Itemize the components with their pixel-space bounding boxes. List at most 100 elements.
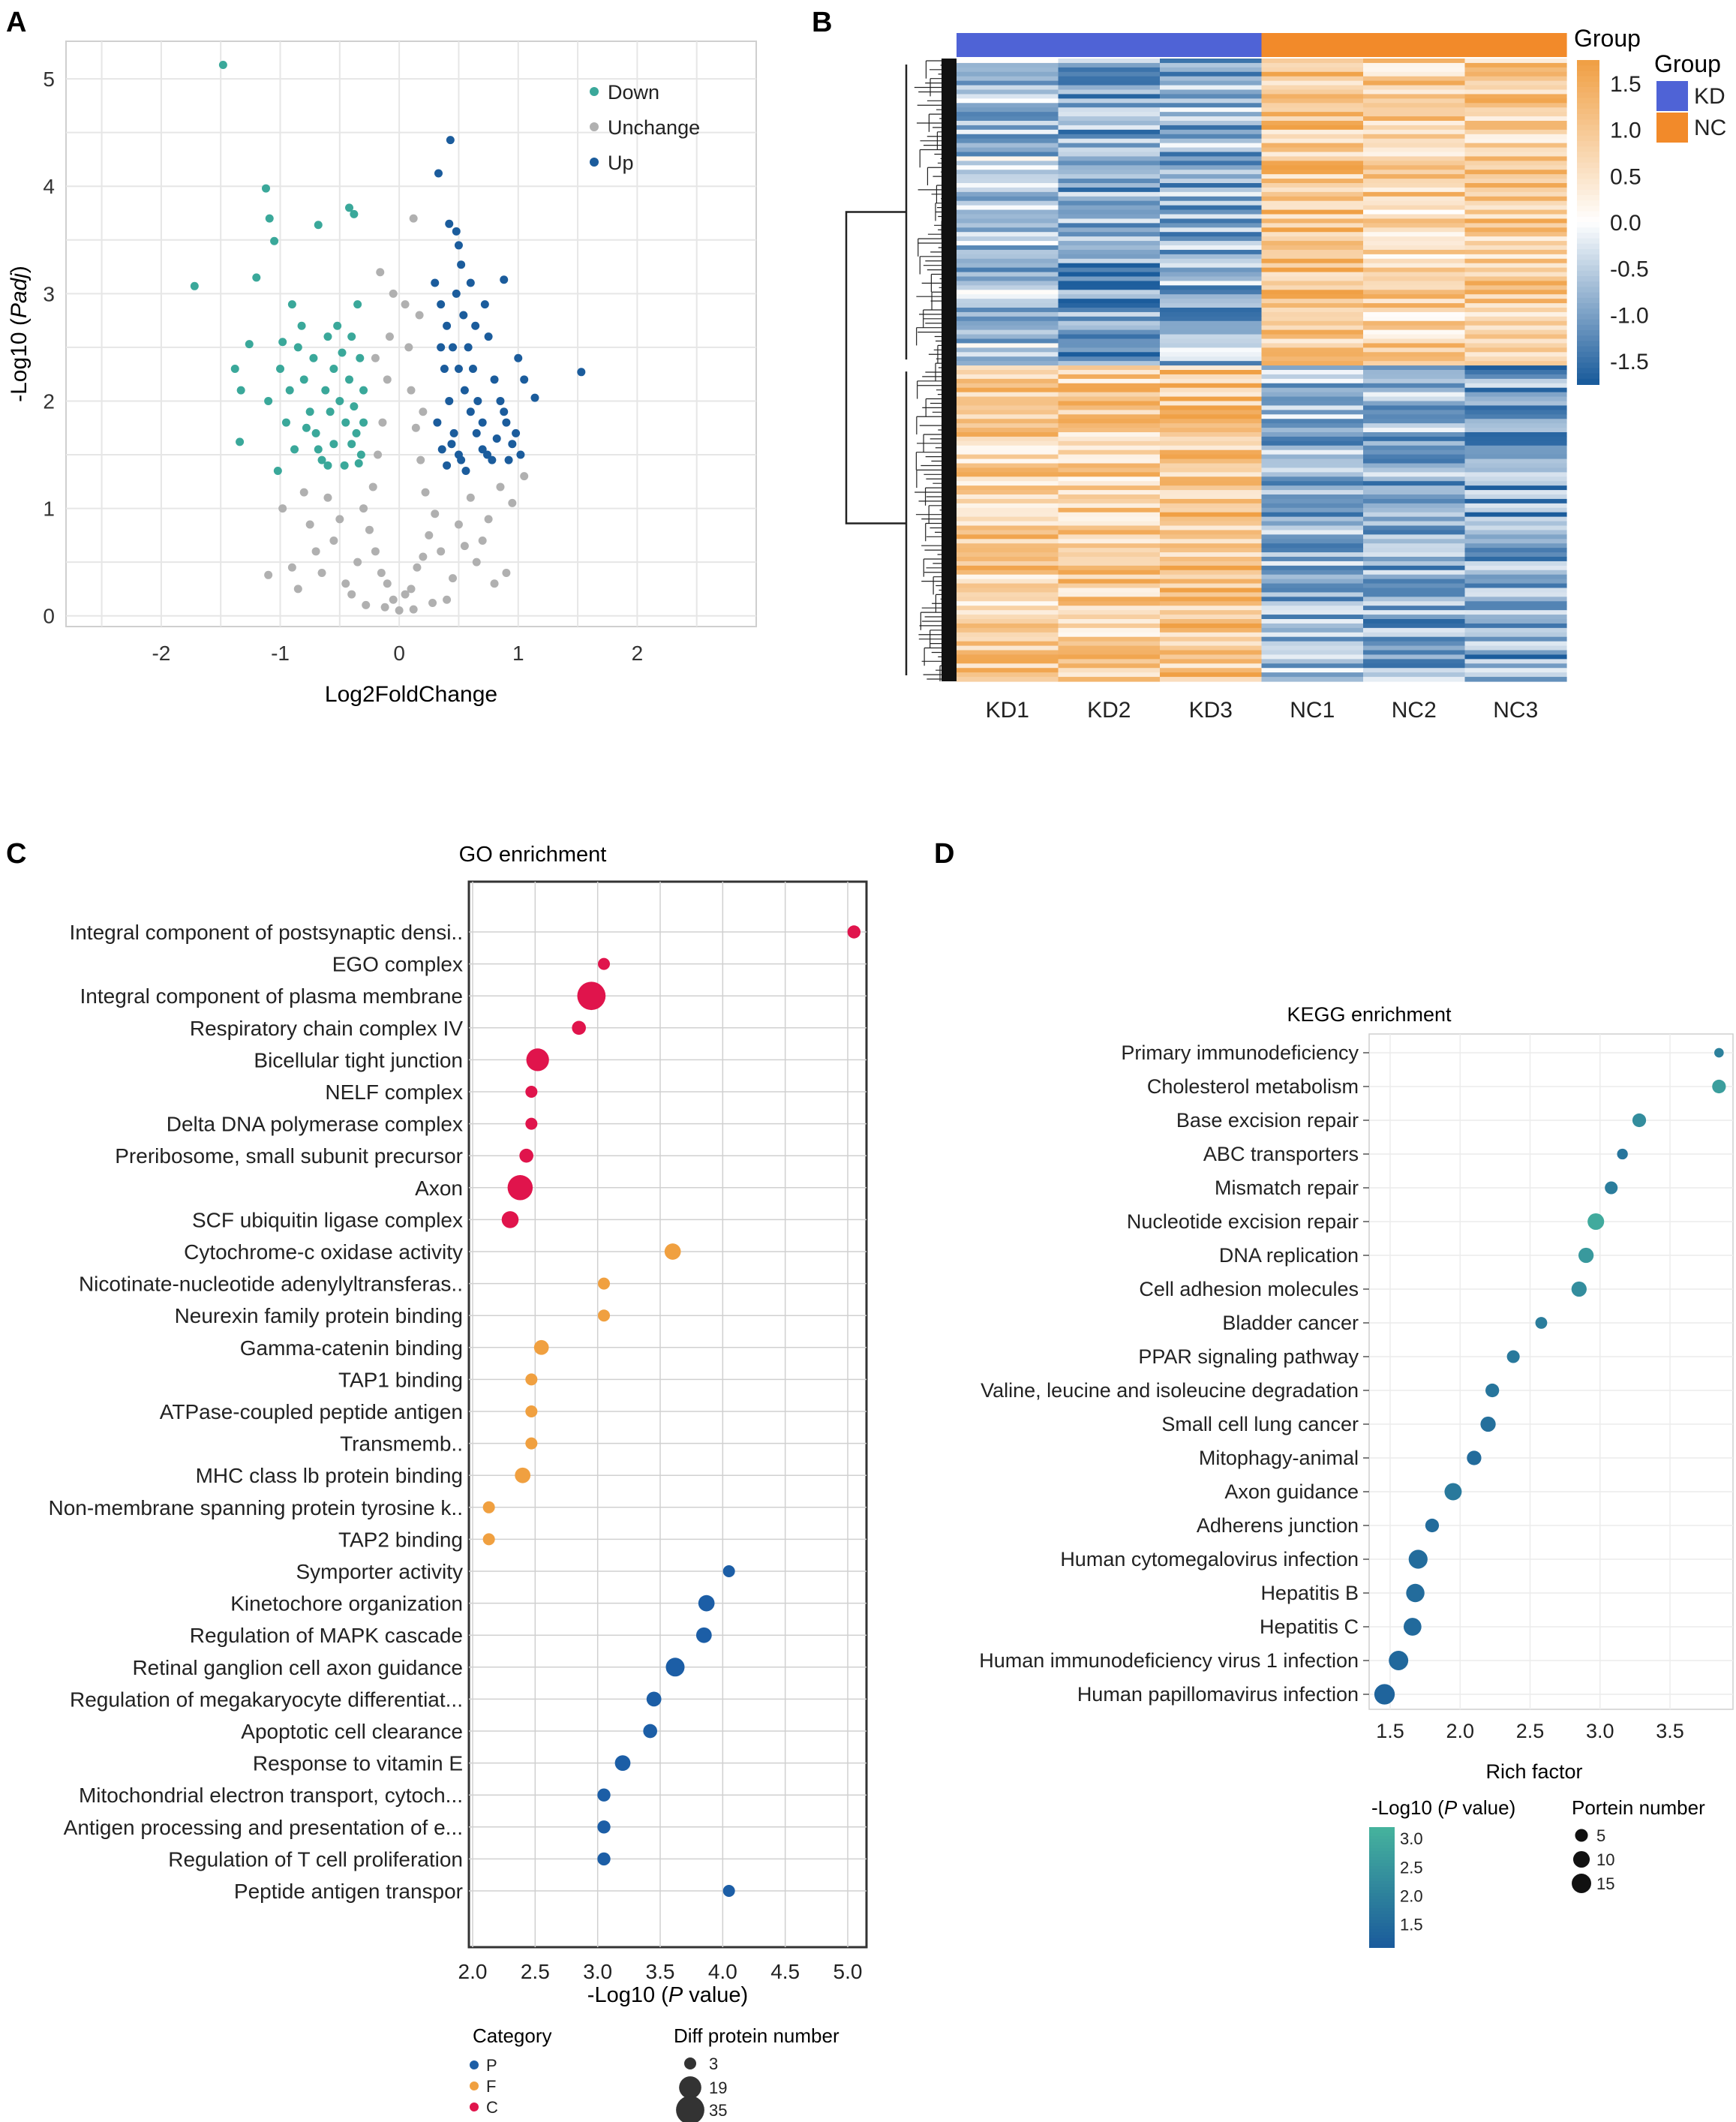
go-x-tick-label: 2.5 xyxy=(521,1960,550,1983)
heatmap-cell xyxy=(1261,463,1364,469)
heatmap-cell xyxy=(957,94,1059,99)
heatmap-cell xyxy=(1261,521,1364,527)
heatmap-cell xyxy=(1160,498,1263,504)
heatmap-cell xyxy=(1261,325,1364,331)
heatmap-cell xyxy=(1464,299,1567,304)
heatmap-cell xyxy=(1058,196,1161,202)
colorbar-segment xyxy=(1577,303,1599,310)
group-bar-label: Group xyxy=(1574,25,1641,52)
heatmap-cell xyxy=(1160,432,1263,437)
panel-c-letter: C xyxy=(6,838,26,870)
heatmap-cell xyxy=(1058,561,1161,567)
heatmap-cell xyxy=(1058,329,1161,335)
heatmap-cell xyxy=(957,494,1059,500)
heatmap-cell xyxy=(1058,467,1161,473)
heatmap-cell xyxy=(957,170,1059,175)
heatmap-cell xyxy=(1160,467,1263,473)
heatmap-cell xyxy=(1261,263,1364,269)
heatmap-cell xyxy=(1160,410,1263,415)
heatmap-cell xyxy=(1363,267,1466,273)
colorbar-segment xyxy=(1577,292,1599,299)
heatmap-cell xyxy=(1058,98,1161,104)
heatmap-cell xyxy=(957,432,1059,437)
volcano-point-up xyxy=(488,455,497,464)
heatmap-cell xyxy=(1261,668,1364,673)
volcano-point-unchange xyxy=(404,343,413,352)
heatmap-cell xyxy=(1363,161,1466,166)
heatmap-cell xyxy=(1464,392,1567,398)
heatmap-cell xyxy=(1058,285,1161,290)
volcano-point-up xyxy=(466,407,475,416)
heatmap-cell xyxy=(957,209,1059,215)
heatmap-cell xyxy=(1261,615,1364,620)
heatmap-cell xyxy=(957,236,1059,242)
heatmap-cell xyxy=(1058,570,1161,576)
heatmap-cell xyxy=(1160,329,1263,335)
heatmap-cell xyxy=(1058,232,1161,237)
heatmap-cell xyxy=(1261,432,1364,437)
heatmap-cell xyxy=(1160,481,1263,486)
heatmap-cell xyxy=(1363,191,1466,197)
heatmap-cell xyxy=(1058,378,1161,384)
heatmap-cell xyxy=(1160,485,1263,491)
go-point xyxy=(507,1175,533,1201)
heatmap-cell xyxy=(1261,308,1364,313)
volcano-point-unchange xyxy=(293,585,302,594)
volcano-point-down xyxy=(290,445,299,454)
heatmap-cell xyxy=(1058,672,1161,678)
color-legend-tick-label: 2.5 xyxy=(1400,1858,1423,1877)
heatmap-cell xyxy=(1363,223,1466,228)
colorbar-segment xyxy=(1577,114,1599,121)
kegg-point xyxy=(1480,1416,1496,1432)
heatmap-cell xyxy=(957,663,1059,669)
heatmap-cell xyxy=(1363,165,1466,170)
heatmap-cell xyxy=(1261,601,1364,606)
heatmap-cell xyxy=(1261,370,1364,375)
heatmap-cell xyxy=(1160,458,1263,464)
kegg-pathway-label: Nucleotide excision repair xyxy=(1127,1210,1359,1233)
heatmap-cell xyxy=(1464,294,1567,299)
heatmap-cell xyxy=(1160,428,1263,433)
heatmap-cell xyxy=(1363,320,1466,326)
heatmap-cell xyxy=(1160,294,1263,299)
kegg-pathway-label: Primary immunodeficiency xyxy=(1121,1041,1359,1064)
heatmap-cell xyxy=(957,370,1059,375)
heatmap-cell xyxy=(1261,356,1364,362)
legend-swatch-unchange xyxy=(590,122,599,131)
volcano-point-down xyxy=(245,340,254,349)
heatmap-cell xyxy=(1160,245,1263,251)
heatmap-cell xyxy=(1464,454,1567,460)
heatmap-cell xyxy=(1261,200,1364,206)
heatmap-cell xyxy=(1160,583,1263,589)
volcano-point-unchange xyxy=(478,537,487,546)
heatmap-cell xyxy=(1160,179,1263,184)
heatmap-cell xyxy=(1160,103,1263,108)
heatmap-cell xyxy=(1058,107,1161,113)
heatmap-cell xyxy=(1464,156,1567,161)
heatmap-cell xyxy=(1160,67,1263,73)
colorbar-segment xyxy=(1577,319,1599,326)
heatmap-cell xyxy=(1058,588,1161,594)
colorbar-segment xyxy=(1577,130,1599,137)
color-legend-segment xyxy=(1369,1935,1395,1939)
volcano-point-down xyxy=(297,321,306,330)
heatmap-cell xyxy=(1464,223,1567,228)
go-x-tick-label: 2.0 xyxy=(458,1960,488,1983)
volcano-point-down xyxy=(354,458,363,467)
heatmap-cell xyxy=(957,290,1059,295)
volcano-point-down xyxy=(326,407,335,416)
kegg-point xyxy=(1403,1618,1422,1636)
volcano-point-down xyxy=(261,184,270,193)
heatmap-cell xyxy=(1464,552,1567,558)
heatmap-cell xyxy=(957,516,1059,522)
colorbar-segment xyxy=(1577,65,1599,72)
heatmap-cell xyxy=(1363,419,1466,424)
heatmap-cell xyxy=(1363,619,1466,624)
heatmap-cell xyxy=(957,436,1059,442)
heatmap-cell xyxy=(1363,254,1466,260)
volcano-point-up xyxy=(478,418,487,427)
heatmap-cell xyxy=(1363,414,1466,419)
heatmap-cell xyxy=(1261,414,1364,419)
heatmap-cell xyxy=(1464,245,1567,251)
heatmap-cell xyxy=(1058,205,1161,211)
